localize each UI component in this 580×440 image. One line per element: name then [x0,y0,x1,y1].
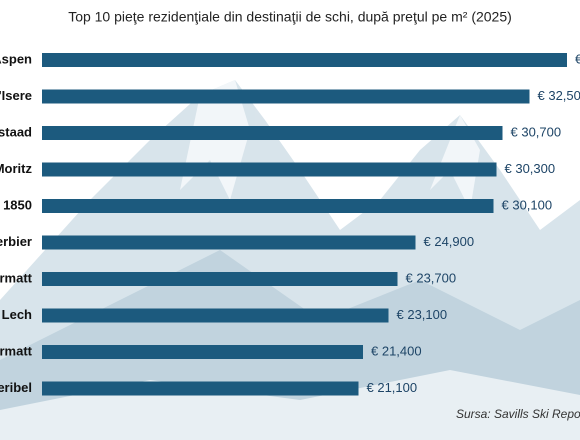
value-label: € 24,900 [424,234,475,249]
value-label: € 23,700 [406,270,457,285]
value-label: € 23,100 [397,307,448,322]
category-label: Lech [2,307,32,322]
bar [42,272,398,286]
category-label: staad [0,124,32,139]
bar [42,126,503,140]
value-label: € 32,500 [538,88,580,103]
category-label: 'Isere [0,88,32,103]
value-label: € 35,000 [575,51,580,66]
bar [42,308,389,323]
value-label: € 30,700 [511,124,562,139]
bar [42,53,567,67]
bar [42,89,530,104]
category-label: Aspen [0,51,32,66]
bar [42,381,359,396]
category-label: rmatt [0,343,33,358]
category-label: eribel [0,380,32,395]
category-label: 1850 [3,197,32,212]
bar [42,345,363,359]
source-note: Sursa: Savills Ski Report [456,407,580,421]
value-label: € 21,400 [371,343,422,358]
value-label: € 21,100 [367,380,418,395]
value-label: € 30,300 [505,161,556,176]
value-label: € 30,100 [502,197,553,212]
bar [42,162,497,177]
category-label: rmatt [0,270,33,285]
category-label: erbier [0,234,32,249]
bar [42,199,494,213]
chart-title: Top 10 pieţe rezidenţiale din destinaţii… [68,9,512,25]
category-label: Moritz [0,161,32,176]
bar [42,235,416,250]
